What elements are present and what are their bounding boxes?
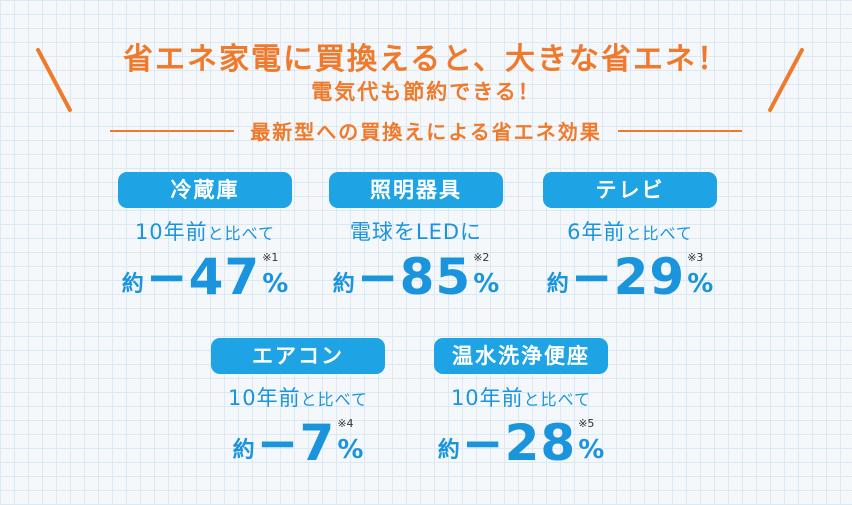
desc-main: 6年前: [567, 220, 626, 244]
footnote-marker: ※5: [578, 417, 595, 430]
saving-value: −47: [145, 248, 261, 306]
card-label: 温水洗浄便座: [434, 338, 608, 374]
saving-value: −85: [356, 248, 472, 306]
card-heated-toilet-seat: 温水洗浄便座 10年前 と比べて 約 −28 ※5 %: [431, 338, 611, 468]
divider-left: [110, 129, 235, 132]
saving-result: 約 −28 ※5 %: [431, 418, 611, 468]
approx-label: 約: [332, 272, 355, 297]
card-description: 10年前 と比べて: [431, 382, 611, 412]
saving-tail: ※1 %: [262, 252, 288, 302]
card-label: テレビ: [543, 172, 717, 208]
percent-unit: %: [687, 269, 714, 299]
footnote-marker: ※4: [337, 417, 354, 430]
card-air-conditioner: エアコン 10年前 と比べて 約 −7 ※4 %: [208, 338, 388, 468]
percent-unit: %: [578, 435, 605, 465]
saving-result: 約 −47 ※1 %: [115, 252, 295, 302]
desc-main: 10年前: [134, 220, 208, 244]
desc-small: と比べて: [523, 390, 592, 409]
card-description: 10年前 と比べて: [208, 382, 388, 412]
section-title: 最新型への買換えによる省エネ効果: [110, 116, 742, 145]
desc-main: 電球をLEDに: [349, 220, 483, 244]
card-description: 10年前 と比べて: [115, 216, 295, 246]
desc-small: と比べて: [300, 390, 369, 409]
card-lighting: 照明器具 電球をLEDに 約 −85 ※2 %: [326, 172, 506, 302]
card-label: 冷蔵庫: [118, 172, 292, 208]
saving-tail: ※5 %: [578, 418, 604, 468]
card-description: 電球をLEDに: [326, 216, 506, 246]
saving-result: 約 −7 ※4 %: [208, 418, 388, 468]
saving-value: −29: [570, 248, 686, 306]
saving-result: 約 −29 ※3 %: [540, 252, 720, 302]
card-refrigerator: 冷蔵庫 10年前 と比べて 約 −47 ※1 %: [115, 172, 295, 302]
card-description: 6年前 と比べて: [540, 216, 720, 246]
approx-label: 約: [546, 272, 569, 297]
approx-label: 約: [437, 438, 460, 463]
desc-small: と比べて: [625, 224, 693, 243]
approx-label: 約: [232, 438, 255, 463]
approx-label: 約: [121, 272, 144, 297]
card-label: エアコン: [211, 338, 385, 374]
footnote-marker: ※2: [473, 251, 490, 264]
section-title-text: 最新型への買換えによる省エネ効果: [250, 120, 602, 144]
desc-small: と比べて: [207, 224, 276, 243]
saving-tail: ※2 %: [473, 252, 499, 302]
saving-tail: ※3 %: [687, 252, 713, 302]
percent-unit: %: [337, 435, 364, 465]
subline: 電気代も節約できる！: [311, 80, 541, 104]
headline: 省エネ家電に買換えると、大きな省エネ！: [123, 42, 729, 77]
percent-unit: %: [262, 269, 289, 299]
footnote-marker: ※1: [262, 251, 279, 264]
desc-main: 10年前: [450, 386, 524, 410]
divider-right: [617, 129, 742, 132]
card-label: 照明器具: [329, 172, 503, 208]
percent-unit: %: [473, 269, 500, 299]
footnote-marker: ※3: [687, 251, 704, 264]
card-television: テレビ 6年前 と比べて 約 −29 ※3 %: [540, 172, 720, 302]
saving-value: −7: [256, 414, 336, 472]
desc-main: 10年前: [227, 386, 301, 410]
saving-tail: ※4 %: [337, 418, 363, 468]
saving-value: −28: [461, 414, 577, 472]
saving-result: 約 −85 ※2 %: [326, 252, 506, 302]
